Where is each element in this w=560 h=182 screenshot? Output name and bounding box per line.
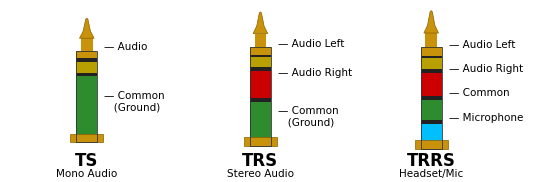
Bar xyxy=(426,33,437,47)
Bar xyxy=(421,69,442,73)
Bar xyxy=(76,76,97,142)
Bar xyxy=(250,55,271,57)
Text: Stereo Audio: Stereo Audio xyxy=(227,169,294,179)
Bar xyxy=(250,98,271,102)
Text: Headset/Mic: Headset/Mic xyxy=(399,169,463,179)
Text: — Audio Left: — Audio Left xyxy=(449,41,515,50)
Text: — Audio Right: — Audio Right xyxy=(449,64,522,74)
Bar xyxy=(421,100,442,120)
Text: — Audio: — Audio xyxy=(104,42,147,52)
Bar xyxy=(250,57,271,67)
Text: TRS: TRS xyxy=(242,152,278,170)
Bar xyxy=(421,120,442,124)
Bar xyxy=(250,47,271,55)
Bar xyxy=(421,47,442,56)
Text: — Common
   (Ground): — Common (Ground) xyxy=(278,106,338,127)
Polygon shape xyxy=(253,12,268,33)
Bar xyxy=(421,47,442,149)
Bar xyxy=(421,47,442,55)
Polygon shape xyxy=(80,18,94,38)
Bar xyxy=(414,140,448,149)
Bar xyxy=(76,73,97,76)
Text: TS: TS xyxy=(75,152,99,170)
Text: — Audio Right: — Audio Right xyxy=(278,68,352,78)
Bar xyxy=(76,62,97,73)
Bar xyxy=(421,58,442,69)
Bar xyxy=(70,134,104,142)
Bar xyxy=(250,71,271,98)
Bar xyxy=(421,73,442,96)
Text: Mono Audio: Mono Audio xyxy=(56,169,118,179)
Bar xyxy=(76,58,97,62)
Bar xyxy=(76,51,97,58)
Bar xyxy=(250,47,271,56)
Bar xyxy=(244,137,277,146)
Bar xyxy=(76,51,97,58)
Bar xyxy=(250,102,271,146)
Bar xyxy=(255,33,266,47)
Bar xyxy=(76,51,97,142)
Bar xyxy=(250,47,271,146)
Bar xyxy=(81,38,92,51)
Polygon shape xyxy=(424,11,438,33)
Bar xyxy=(250,67,271,71)
Text: TRRS: TRRS xyxy=(407,152,456,170)
Text: — Microphone: — Microphone xyxy=(449,113,523,123)
Bar xyxy=(421,55,442,58)
Text: — Common: — Common xyxy=(449,88,509,98)
Bar xyxy=(421,96,442,100)
Bar xyxy=(421,124,442,149)
Text: — Audio Left: — Audio Left xyxy=(278,39,344,49)
Text: — Common
   (Ground): — Common (Ground) xyxy=(104,91,165,113)
